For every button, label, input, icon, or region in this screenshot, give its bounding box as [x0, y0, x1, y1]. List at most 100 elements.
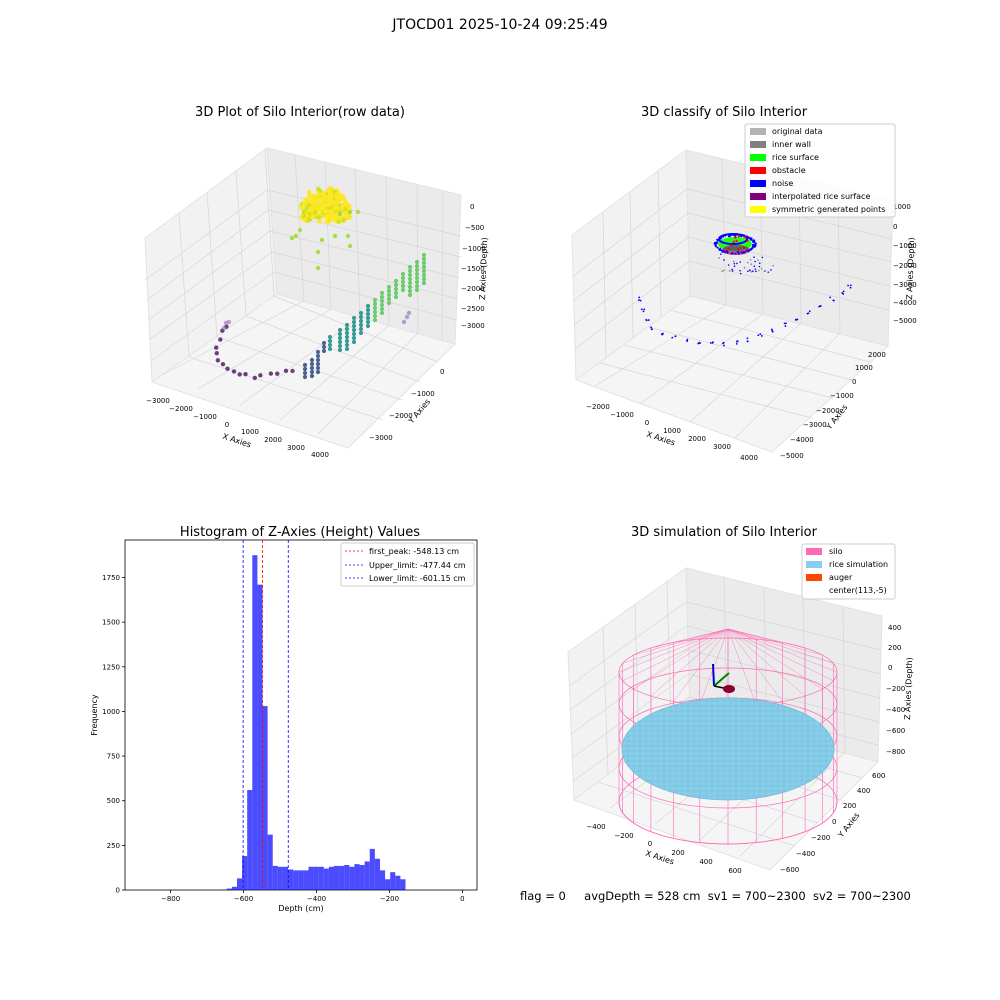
data-point [337, 347, 343, 353]
data-point [344, 322, 350, 328]
data-point [393, 278, 399, 284]
data-point [750, 271, 753, 273]
data-point [739, 261, 742, 263]
data-point [214, 351, 219, 356]
data-point [746, 337, 749, 340]
histogram-bar [308, 866, 314, 890]
data-point [218, 337, 223, 342]
y-tick-label: 750 [107, 753, 120, 761]
silo-roof-wire [727, 628, 757, 705]
histogram-bar [354, 864, 360, 890]
legend-label: symmetric generated points [772, 205, 885, 214]
z-tick-label: −2000 [893, 262, 917, 270]
data-point [306, 202, 312, 208]
legend-label: original data [772, 127, 823, 136]
y-tick-label: 0 [832, 818, 836, 826]
x-tick-label: −2000 [169, 405, 193, 413]
data-point [806, 312, 809, 315]
data-point [315, 186, 321, 192]
grid [571, 158, 893, 439]
data-point [336, 219, 342, 225]
data-point [342, 202, 348, 207]
data-point [355, 209, 361, 215]
y-tick-label: −1000 [830, 392, 854, 400]
histogram-bar [395, 875, 401, 890]
interpolated-surface [722, 245, 750, 255]
z-tick-label: −800 [886, 748, 905, 756]
data-point [372, 317, 378, 323]
data-point [297, 227, 303, 233]
data-point [312, 209, 318, 215]
data-point [407, 276, 413, 282]
data-point [739, 272, 742, 275]
x-tick-label: −400 [586, 823, 605, 831]
data-point [319, 205, 325, 211]
data-point [739, 269, 741, 272]
x-tick-label: 400 [699, 858, 712, 866]
x-tick-label: −600 [234, 895, 253, 903]
plot-area [124, 539, 478, 891]
data-point [337, 331, 343, 337]
silo-wireframe [618, 628, 838, 845]
z-tick-label: −400 [886, 706, 905, 714]
data-point [421, 268, 427, 274]
data-point [365, 311, 371, 317]
x-tick-label: 1000 [663, 427, 681, 435]
data-point [421, 276, 427, 282]
data-point [322, 209, 328, 215]
histogram-bar [303, 870, 309, 890]
silo-ring-front [618, 801, 838, 845]
scatter-points [214, 186, 427, 381]
data-point [770, 269, 772, 271]
data-point [327, 334, 333, 340]
data-point [301, 208, 307, 214]
data-point [737, 235, 740, 238]
data-point [330, 216, 336, 222]
silo-roof-wire [699, 628, 729, 640]
x-tick-label: −800 [161, 895, 180, 903]
data-point [404, 314, 410, 320]
data-point [393, 286, 399, 292]
data-point [351, 339, 357, 345]
data-point [317, 218, 322, 224]
histogram-bar [313, 866, 319, 890]
data-point [400, 275, 406, 281]
silo-roof-wire [650, 628, 729, 697]
data-point [727, 264, 730, 266]
data-point [372, 297, 378, 303]
data-point [225, 366, 230, 371]
data-point [414, 271, 420, 277]
legend-label: inner wall [772, 140, 811, 149]
data-point [749, 269, 751, 271]
data-point [309, 373, 315, 379]
data-point [308, 193, 314, 199]
x-tick-label: −200 [380, 895, 399, 903]
data-point [784, 325, 787, 327]
panel-classify: 3D classify of Silo Interior −2000 −1000… [571, 105, 917, 462]
legend-label: center(113,-5) [829, 586, 887, 595]
data-point [748, 237, 751, 240]
data-point [729, 243, 733, 247]
data-point [407, 280, 413, 286]
data-point [414, 287, 420, 293]
legend-label: Upper_limit: -477.44 cm [369, 561, 466, 570]
y-tick-label: 1000 [102, 708, 120, 716]
data-point [344, 326, 350, 332]
data-point [829, 296, 832, 299]
data-point [638, 299, 640, 301]
x-tick-label: 3000 [713, 443, 731, 451]
y-tick-label: 0 [116, 887, 120, 895]
status-footer: flag = 0 avgDepth = 528 cm sv1 = 700~230… [520, 889, 911, 903]
data-point [345, 214, 351, 219]
x-axis: −2000 −1000 0 1000 2000 3000 4000 X Axie… [586, 403, 758, 462]
data-point [221, 325, 227, 331]
data-point [315, 353, 321, 359]
z-tick-label: −2000 [461, 285, 485, 293]
y-tick-label: 1250 [102, 663, 120, 671]
data-point [750, 263, 753, 265]
data-point [332, 205, 338, 211]
x-tick-label: 4000 [740, 454, 758, 462]
data-point [365, 323, 371, 329]
histogram-bar [282, 866, 289, 890]
